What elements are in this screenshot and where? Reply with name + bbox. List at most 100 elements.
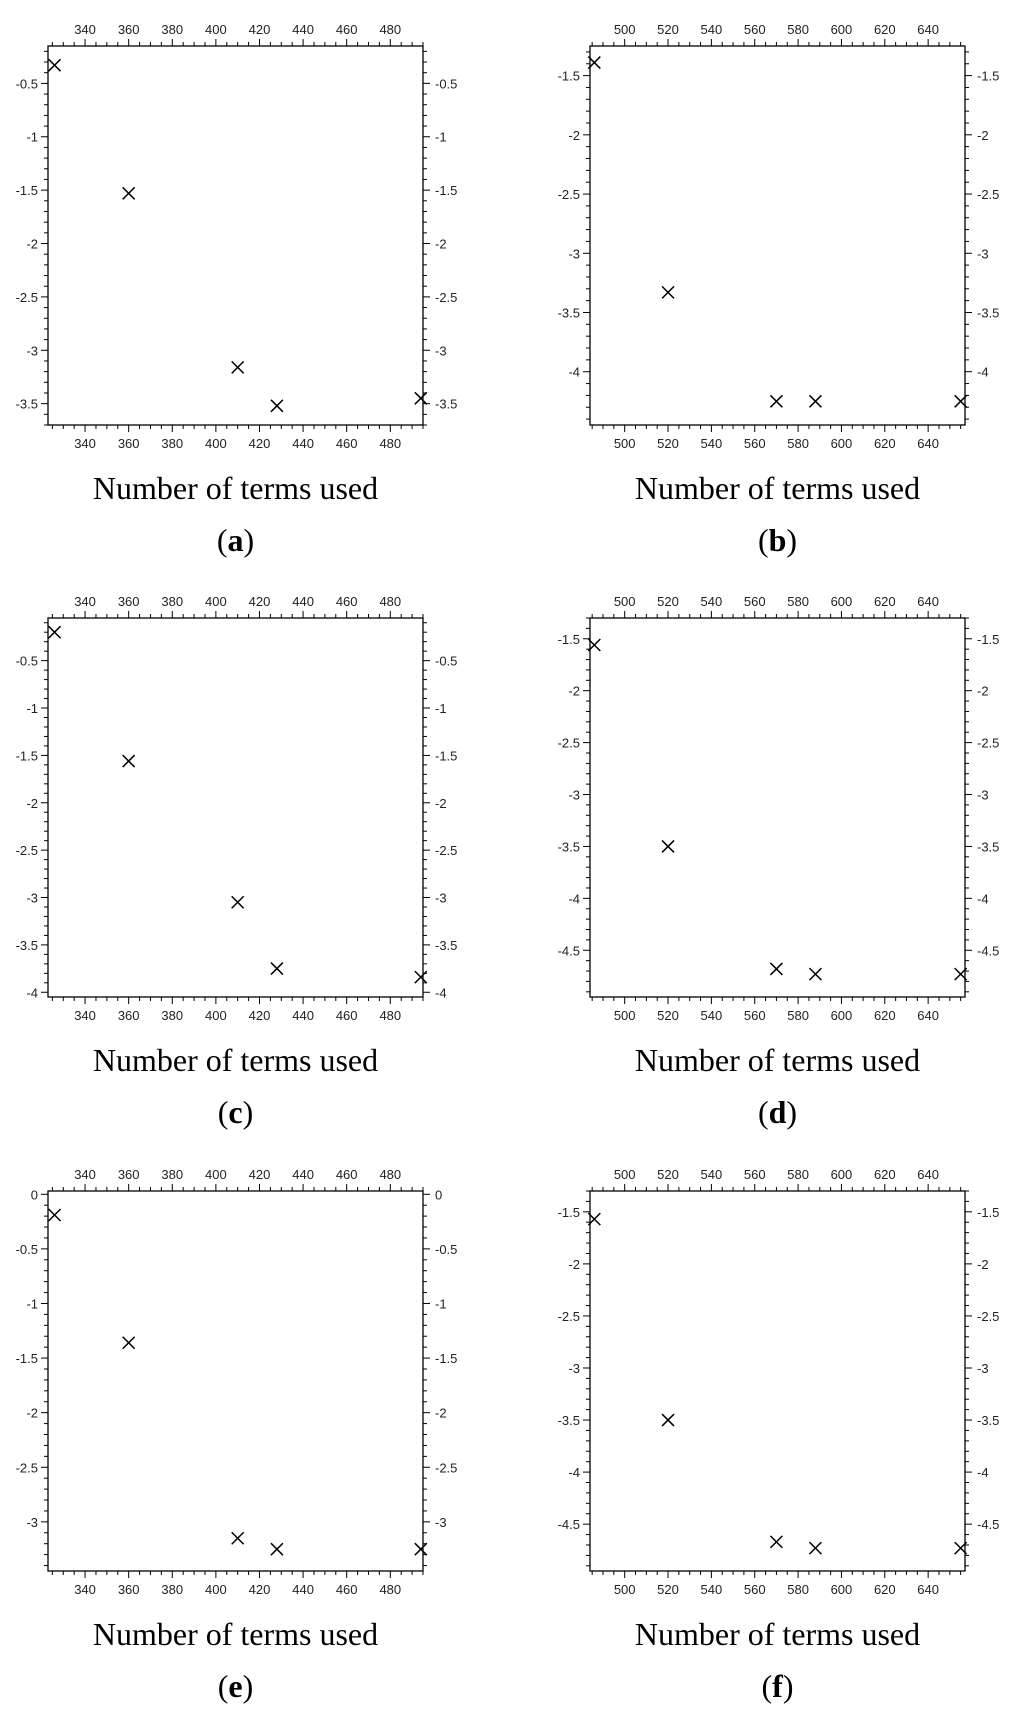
x-tick-label: 400	[205, 436, 227, 451]
x-tick-label: 500	[614, 436, 636, 451]
x-axis-title: Number of terms used	[635, 1042, 920, 1078]
x-tick-label: 400	[205, 1008, 227, 1023]
x-tick-label: 520	[657, 436, 679, 451]
x-tick-label: 580	[787, 436, 809, 451]
panel-caption: (d)	[758, 1094, 797, 1130]
x-tick-label-top: 560	[744, 22, 766, 37]
x-tick-label-top: 620	[874, 1167, 896, 1182]
panel-caption: (f)	[762, 1668, 794, 1704]
x-tick-label-top: 620	[874, 594, 896, 609]
x-tick-label-top: 480	[379, 22, 401, 37]
y-tick-label-right: -4	[977, 365, 989, 380]
caption-open-paren: (	[758, 1094, 769, 1130]
y-tick-label-right: -3	[435, 891, 447, 906]
x-tick-label-top: 440	[292, 1167, 314, 1182]
x-tick-label: 460	[336, 1008, 358, 1023]
x-tick-label: 640	[917, 436, 939, 451]
data-point-marker	[769, 1535, 783, 1549]
y-tick-label: -2.5	[16, 1460, 38, 1475]
y-tick-label: -0.5	[16, 654, 38, 669]
data-point-marker	[48, 625, 62, 639]
x-tick-label-top: 360	[118, 22, 140, 37]
x-tick-label: 440	[292, 1008, 314, 1023]
y-tick-label-right: -3.5	[435, 397, 457, 412]
data-point-marker	[808, 1541, 822, 1555]
y-tick-label-right: -2	[435, 237, 447, 252]
x-tick-label-top: 340	[74, 22, 96, 37]
y-tick-label: -4.5	[558, 1517, 580, 1532]
y-tick-label: -1.5	[558, 69, 580, 84]
y-tick-label: -0.5	[16, 1242, 38, 1257]
y-tick-label-right: -0.5	[435, 654, 457, 669]
panel-c: 340 340 360 360 380 380 400 400 420 420 440 440 460 4…	[16, 594, 458, 1130]
y-tick-label: -1.5	[16, 1351, 38, 1366]
y-tick-label-right: -2.5	[977, 187, 999, 202]
y-tick-label-right: -2.5	[435, 843, 457, 858]
y-tick-label-right: 0	[435, 1187, 442, 1202]
x-tick-label-top: 620	[874, 22, 896, 37]
y-tick-label-right: -2.5	[977, 1309, 999, 1324]
data-point-marker	[48, 58, 62, 72]
data-point-marker	[661, 285, 675, 299]
x-tick-label-top: 560	[744, 1167, 766, 1182]
x-tick-label: 460	[336, 1582, 358, 1597]
data-point-marker	[587, 56, 601, 70]
y-tick-label-right: -3	[435, 1515, 447, 1530]
panel-f: 500 500 520 520 540 540 560 560 580 580 600 600 620 6…	[558, 1167, 1000, 1704]
y-tick-label-right: -4	[977, 891, 989, 906]
x-tick-label: 360	[118, 1008, 140, 1023]
y-tick-label: -3.5	[16, 397, 38, 412]
caption-close-paren: )	[786, 522, 797, 558]
data-point-marker	[954, 967, 968, 981]
x-tick-label: 540	[701, 1582, 723, 1597]
y-tick-label: -4	[26, 985, 38, 1000]
y-tick-label: -3.5	[558, 1413, 580, 1428]
caption-letter: c	[228, 1094, 242, 1130]
plot-frame	[589, 1190, 966, 1572]
y-tick-label: -2	[26, 237, 38, 252]
y-tick-label: -1	[26, 1296, 38, 1311]
panel-e: 340 340 360 360 380 380 400 400 420 420 440 440 460 4…	[16, 1167, 458, 1704]
y-tick-label: -3	[568, 1361, 580, 1376]
x-tick-label: 520	[657, 1008, 679, 1023]
x-tick-label-top: 380	[161, 22, 183, 37]
panel-b: 500 500 520 520 540 540 560 560 580 580 600 600 620 6…	[558, 22, 1000, 558]
y-tick-label-right: -0.5	[435, 1242, 457, 1257]
x-tick-label: 480	[379, 1008, 401, 1023]
y-tick-label-right: -2	[435, 796, 447, 811]
x-tick-label-top: 420	[249, 1167, 271, 1182]
caption-open-paren: (	[218, 1094, 229, 1130]
y-tick-label: 0	[31, 1187, 38, 1202]
plot-frame	[589, 45, 966, 426]
data-point-marker	[661, 839, 675, 853]
x-axis-title: Number of terms used	[635, 1616, 920, 1652]
x-tick-label: 400	[205, 1582, 227, 1597]
y-tick-label-right: -3	[977, 1361, 989, 1376]
caption-close-paren: )	[243, 1668, 254, 1704]
y-tick-label: -3.5	[558, 305, 580, 320]
x-tick-label-top: 400	[205, 594, 227, 609]
plot-frame	[47, 45, 424, 426]
y-tick-label-right: -4	[977, 1465, 989, 1480]
x-tick-label: 420	[249, 1582, 271, 1597]
x-tick-label: 620	[874, 1582, 896, 1597]
x-tick-label: 560	[744, 1582, 766, 1597]
x-tick-label-top: 460	[336, 594, 358, 609]
x-tick-label-top: 480	[379, 1167, 401, 1182]
caption-letter: f	[772, 1668, 783, 1704]
x-tick-label-top: 340	[74, 594, 96, 609]
x-tick-label-top: 580	[787, 594, 809, 609]
caption-close-paren: )	[783, 1668, 794, 1704]
data-point-marker	[769, 962, 783, 976]
x-tick-label-top: 500	[614, 22, 636, 37]
y-tick-label: -3.5	[16, 938, 38, 953]
y-tick-label-right: -2	[977, 684, 989, 699]
x-tick-label: 380	[161, 436, 183, 451]
plot-frame	[589, 617, 966, 998]
x-tick-label-top: 420	[249, 22, 271, 37]
y-tick-label-right: -1	[435, 1296, 447, 1311]
y-tick-label: -3	[26, 1515, 38, 1530]
y-tick-label-right: -3.5	[977, 1413, 999, 1428]
x-tick-label: 600	[831, 1582, 853, 1597]
x-tick-label: 520	[657, 1582, 679, 1597]
